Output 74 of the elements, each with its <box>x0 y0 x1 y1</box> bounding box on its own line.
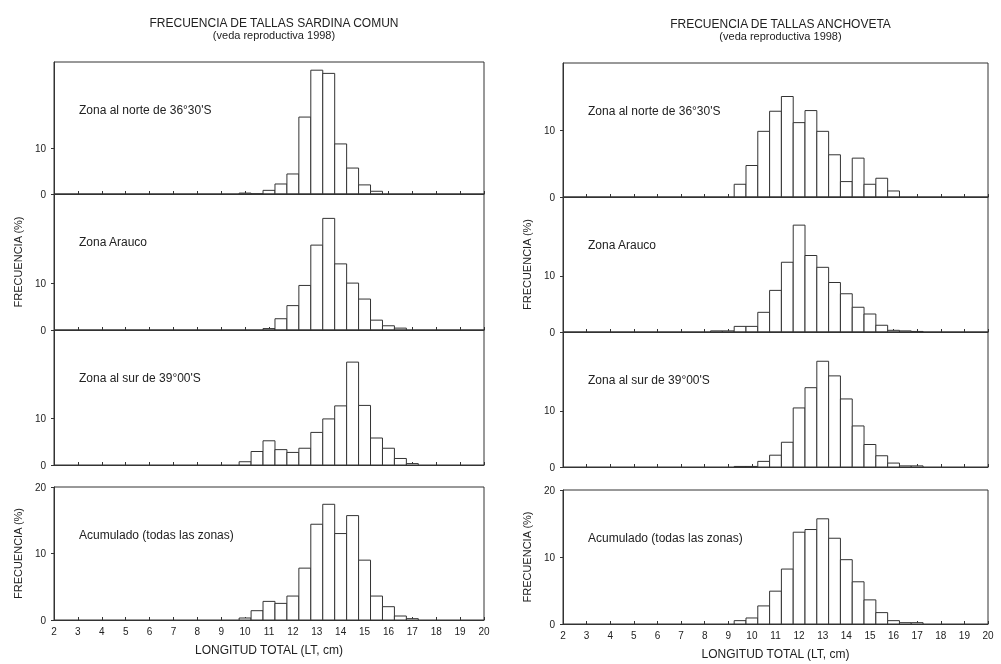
y-axis-title: FRECUENCIA (%) <box>12 216 25 308</box>
y-axis-title: FRECUENCIA (%) <box>521 218 534 311</box>
y-tick-label: 0 <box>549 461 556 473</box>
x-tick-label: 20 <box>982 629 994 641</box>
y-tick-label: 10 <box>34 412 47 424</box>
annotation: Zona al sur de 39°00'S <box>79 371 201 385</box>
y-tick-label: 0 <box>40 614 47 626</box>
annotation: Zona Arauco <box>588 238 657 252</box>
x-tick-label: 19 <box>454 625 467 637</box>
x-tick-label: 16 <box>887 629 900 641</box>
x-tick-label: 9 <box>218 625 225 637</box>
x-tick-label: 13 <box>817 629 829 641</box>
chart-subtitle: (veda reproductiva 1998) <box>212 28 336 41</box>
x-tick-label: 14 <box>335 625 347 637</box>
y-tick-label: 10 <box>34 142 47 154</box>
y-tick-label: 10 <box>34 277 47 289</box>
x-axis-title: LONGITUD TOTAL (LT, cm) <box>194 643 344 657</box>
x-tick-label: 18 <box>430 625 443 637</box>
x-tick-label: 8 <box>701 629 708 641</box>
x-tick-label: 6 <box>654 629 661 641</box>
y-tick-label: 0 <box>40 324 47 336</box>
x-tick-label: 5 <box>631 629 638 641</box>
y-tick-label: 10 <box>543 124 556 136</box>
annotation: Zona al norte de 36°30'S <box>588 104 721 118</box>
x-tick-label: 9 <box>725 629 732 641</box>
annotation: Acumulado (todas las zonas) <box>79 528 234 542</box>
x-tick-label: 3 <box>75 625 82 637</box>
annotation: Zona Arauco <box>79 235 148 249</box>
x-tick-label: 2 <box>560 629 567 641</box>
annotation: Acumulado (todas las zonas) <box>588 531 743 545</box>
annotation: Zona al norte de 36°30'S <box>79 103 212 117</box>
y-tick-label: 10 <box>543 270 556 282</box>
annotation: Zona al sur de 39°00'S <box>588 373 710 387</box>
x-tick-label: 19 <box>958 629 971 641</box>
y-tick-label: 10 <box>34 548 47 559</box>
x-tick-label: 8 <box>194 625 201 637</box>
x-tick-label: 4 <box>607 629 614 641</box>
y-tick-label: 0 <box>40 188 47 200</box>
y-tick-label: 0 <box>40 459 47 471</box>
y-tick-label: 10 <box>543 551 556 563</box>
x-tick-label: 7 <box>678 629 685 641</box>
y-tick-label: 0 <box>549 618 556 630</box>
x-tick-label: 12 <box>793 629 806 641</box>
x-tick-label: 10 <box>746 629 758 641</box>
x-tick-label: 11 <box>263 625 275 637</box>
chart-title: FRECUENCIA DE TALLAS SARDINA COMUN <box>149 16 399 30</box>
x-tick-label: 11 <box>770 629 782 641</box>
x-tick-label: 15 <box>864 629 876 641</box>
x-tick-label: 17 <box>406 625 419 637</box>
chart-subtitle: (veda reproductiva 1998) <box>719 29 842 42</box>
x-tick-label: 10 <box>239 625 252 637</box>
x-tick-label: 16 <box>382 625 395 637</box>
x-tick-label: 5 <box>122 625 129 637</box>
x-axis-title: LONGITUD TOTAL (LT, cm) <box>701 647 850 661</box>
x-tick-label: 20 <box>478 625 490 637</box>
y-tick-label: 0 <box>549 191 556 203</box>
x-tick-label: 13 <box>311 625 323 637</box>
x-tick-label: 4 <box>99 625 105 637</box>
x-tick-label: 18 <box>935 629 947 641</box>
x-tick-label: 15 <box>358 625 371 637</box>
x-tick-label: 2 <box>51 625 58 637</box>
x-tick-label: 3 <box>583 629 590 641</box>
y-tick-label: 20 <box>34 481 47 493</box>
y-tick-label: 0 <box>549 326 556 338</box>
x-tick-label: 17 <box>911 629 924 641</box>
x-tick-label: 7 <box>170 625 177 637</box>
y-tick-label: 10 <box>543 405 556 417</box>
x-tick-label: 12 <box>287 625 299 637</box>
x-tick-label: 6 <box>146 625 153 637</box>
y-axis-title: FRECUENCIA (%) <box>12 507 25 600</box>
y-axis-title: FRECUENCIA (%) <box>521 511 534 603</box>
chart-title: FRECUENCIA DE TALLAS ANCHOVETA <box>670 17 891 31</box>
x-tick-label: 14 <box>840 629 853 641</box>
y-tick-label: 20 <box>543 484 556 496</box>
